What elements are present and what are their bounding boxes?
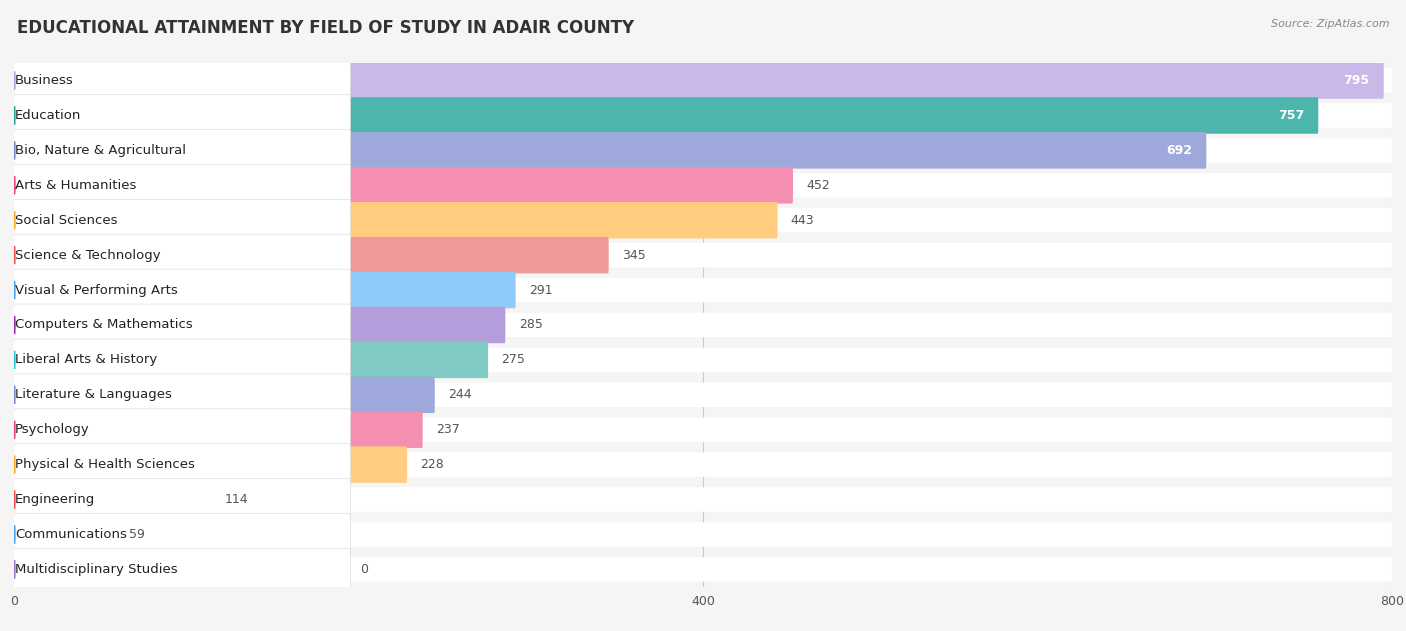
FancyBboxPatch shape [14, 409, 350, 451]
FancyBboxPatch shape [14, 138, 1392, 163]
FancyBboxPatch shape [14, 68, 1392, 93]
Text: Computers & Mathematics: Computers & Mathematics [15, 319, 193, 331]
Text: Source: ZipAtlas.com: Source: ZipAtlas.com [1271, 19, 1389, 29]
FancyBboxPatch shape [14, 377, 434, 413]
FancyBboxPatch shape [14, 165, 350, 206]
Text: 285: 285 [519, 319, 543, 331]
FancyBboxPatch shape [14, 548, 350, 590]
Text: 59: 59 [129, 528, 145, 541]
FancyBboxPatch shape [14, 202, 778, 239]
FancyBboxPatch shape [14, 446, 408, 483]
FancyBboxPatch shape [14, 97, 1319, 134]
FancyBboxPatch shape [14, 374, 350, 416]
FancyBboxPatch shape [14, 243, 1392, 268]
FancyBboxPatch shape [14, 95, 350, 136]
FancyBboxPatch shape [14, 516, 117, 553]
FancyBboxPatch shape [14, 278, 1392, 302]
Text: Science & Technology: Science & Technology [15, 249, 160, 262]
Text: Psychology: Psychology [15, 423, 90, 436]
FancyBboxPatch shape [14, 272, 516, 309]
Text: Social Sciences: Social Sciences [15, 214, 118, 227]
Text: Communications: Communications [15, 528, 127, 541]
Text: 237: 237 [436, 423, 460, 436]
FancyBboxPatch shape [14, 481, 211, 518]
Text: Multidisciplinary Studies: Multidisciplinary Studies [15, 563, 177, 576]
Text: Arts & Humanities: Arts & Humanities [15, 179, 136, 192]
FancyBboxPatch shape [14, 487, 1392, 512]
FancyBboxPatch shape [14, 269, 350, 311]
FancyBboxPatch shape [14, 551, 17, 587]
FancyBboxPatch shape [14, 514, 350, 555]
FancyBboxPatch shape [14, 234, 350, 276]
Text: 0: 0 [360, 563, 368, 576]
Text: 692: 692 [1166, 144, 1192, 157]
FancyBboxPatch shape [14, 382, 1392, 407]
FancyBboxPatch shape [14, 129, 350, 171]
FancyBboxPatch shape [14, 522, 1392, 546]
FancyBboxPatch shape [14, 199, 350, 241]
Text: Liberal Arts & History: Liberal Arts & History [15, 353, 157, 367]
Text: 114: 114 [224, 493, 247, 506]
FancyBboxPatch shape [14, 411, 423, 448]
FancyBboxPatch shape [14, 307, 505, 343]
Text: 228: 228 [420, 458, 444, 471]
Text: Education: Education [15, 109, 82, 122]
FancyBboxPatch shape [14, 313, 1392, 337]
Text: Visual & Performing Arts: Visual & Performing Arts [15, 283, 177, 297]
FancyBboxPatch shape [14, 452, 1392, 477]
Text: EDUCATIONAL ATTAINMENT BY FIELD OF STUDY IN ADAIR COUNTY: EDUCATIONAL ATTAINMENT BY FIELD OF STUDY… [17, 19, 634, 37]
FancyBboxPatch shape [14, 62, 1384, 99]
FancyBboxPatch shape [14, 341, 488, 378]
Text: Physical & Health Sciences: Physical & Health Sciences [15, 458, 195, 471]
FancyBboxPatch shape [14, 60, 350, 102]
Text: 345: 345 [621, 249, 645, 262]
Text: 795: 795 [1343, 74, 1369, 87]
Text: Bio, Nature & Agricultural: Bio, Nature & Agricultural [15, 144, 186, 157]
FancyBboxPatch shape [14, 418, 1392, 442]
Text: Business: Business [15, 74, 75, 87]
FancyBboxPatch shape [14, 304, 350, 346]
Text: 443: 443 [790, 214, 814, 227]
FancyBboxPatch shape [14, 237, 609, 273]
Text: Literature & Languages: Literature & Languages [15, 388, 172, 401]
Text: 275: 275 [502, 353, 526, 367]
FancyBboxPatch shape [14, 348, 1392, 372]
FancyBboxPatch shape [14, 173, 1392, 198]
FancyBboxPatch shape [14, 557, 1392, 582]
Text: 452: 452 [807, 179, 830, 192]
FancyBboxPatch shape [14, 132, 1206, 168]
Text: 291: 291 [529, 283, 553, 297]
Text: 757: 757 [1278, 109, 1305, 122]
Text: 244: 244 [449, 388, 472, 401]
FancyBboxPatch shape [14, 444, 350, 485]
Text: Engineering: Engineering [15, 493, 96, 506]
FancyBboxPatch shape [14, 208, 1392, 232]
FancyBboxPatch shape [14, 103, 1392, 127]
FancyBboxPatch shape [14, 339, 350, 380]
FancyBboxPatch shape [14, 167, 793, 204]
FancyBboxPatch shape [14, 479, 350, 521]
